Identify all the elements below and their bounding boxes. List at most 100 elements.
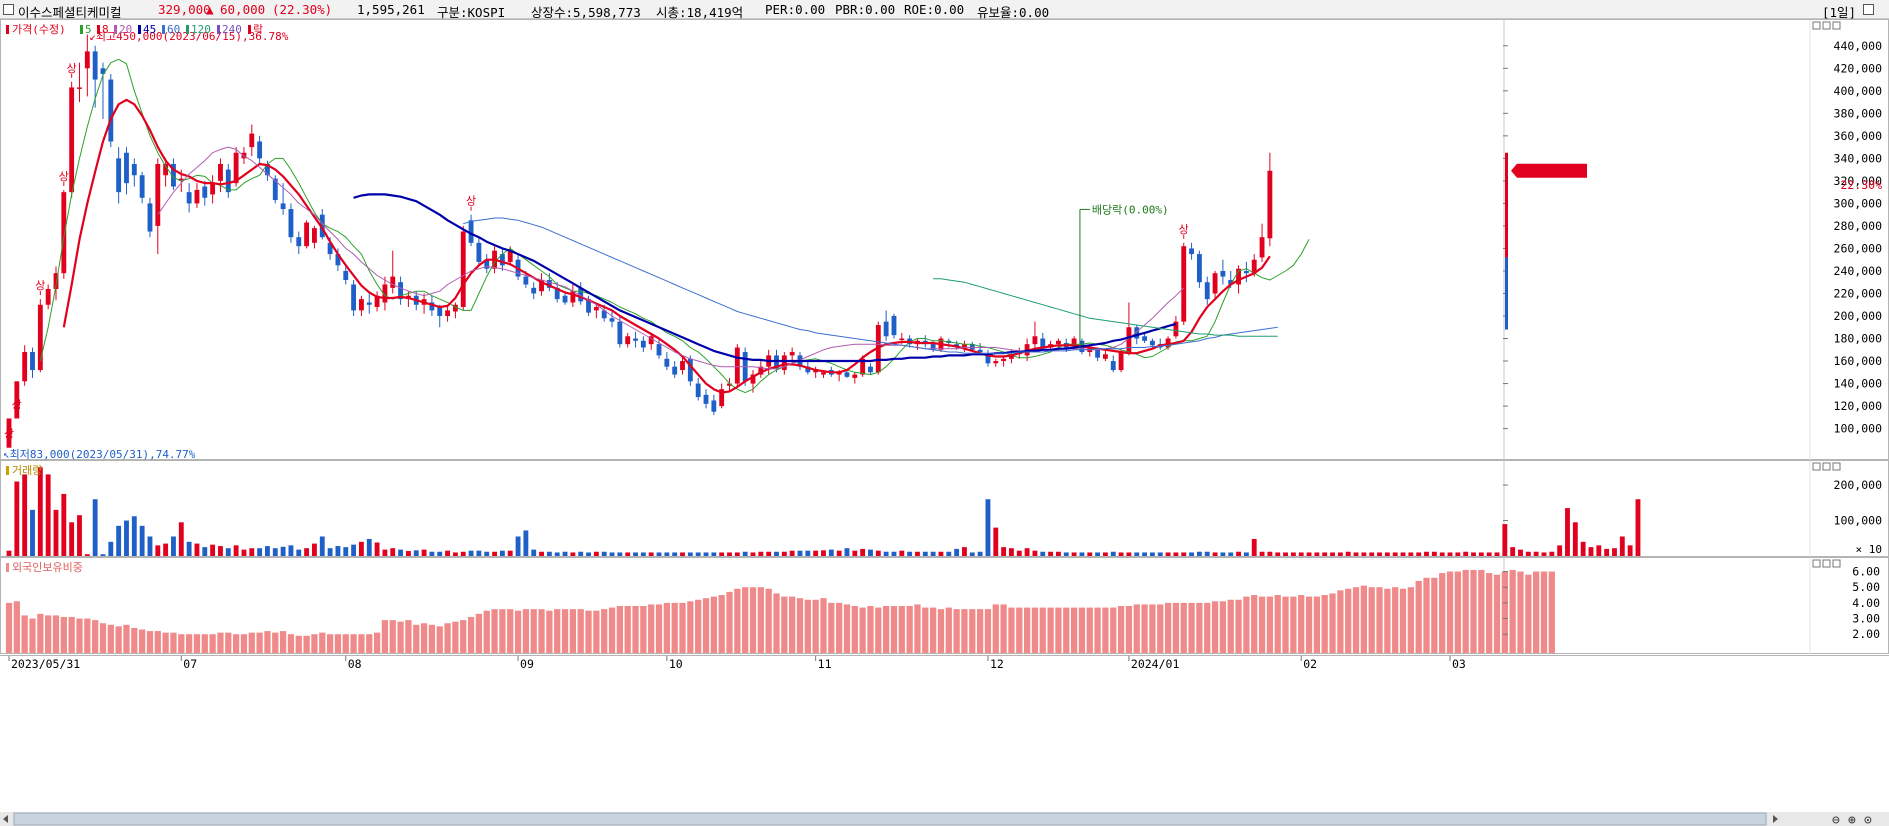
volume-bar bbox=[429, 551, 435, 556]
candle-body bbox=[656, 344, 662, 356]
volume-bar bbox=[946, 551, 952, 556]
candle-body bbox=[225, 169, 231, 193]
candle-body bbox=[437, 306, 443, 317]
price-chart[interactable]: 100,000 120,000 140,000 160,000 180,000 200,0… bbox=[3, 23, 1882, 461]
candle-body bbox=[1165, 338, 1171, 348]
volume-bar bbox=[938, 551, 944, 556]
volume-bar bbox=[1243, 552, 1249, 556]
stock-name[interactable]: 이수스페셜티케미컬 bbox=[18, 5, 122, 20]
foreign-bar bbox=[561, 609, 569, 653]
foreign-bar bbox=[1172, 602, 1180, 653]
panel-minimize-icon bbox=[1812, 559, 1821, 568]
volume-bar bbox=[797, 550, 803, 556]
candle-body bbox=[1126, 327, 1132, 353]
volume-bar bbox=[492, 551, 497, 556]
candle-body bbox=[719, 389, 725, 407]
foreign-bar bbox=[937, 609, 945, 653]
volume-bar bbox=[695, 552, 701, 556]
foreign-bar bbox=[1493, 574, 1501, 653]
foreign-bar bbox=[52, 615, 60, 653]
foreign-bar bbox=[154, 631, 161, 653]
settings-box-icon[interactable] bbox=[1863, 3, 1874, 18]
low-price-annotation: ↖최저83,000(2023/05/31),74.77% bbox=[3, 448, 196, 461]
volume-bar bbox=[1040, 551, 1046, 556]
foreign-bar bbox=[115, 626, 122, 653]
roe-value: ROE:0.00 bbox=[904, 2, 965, 17]
price-tick-label: 240,000 bbox=[1834, 264, 1883, 278]
volume-bar bbox=[1024, 548, 1030, 556]
foreign-bar bbox=[906, 606, 913, 653]
foreign-bar bbox=[804, 599, 811, 653]
panel-maximize-icon bbox=[1822, 21, 1831, 30]
foreign-bar bbox=[695, 599, 702, 653]
foreign-bar bbox=[1446, 571, 1454, 653]
foreign-bar bbox=[1509, 569, 1516, 653]
volume-bar bbox=[1463, 551, 1469, 556]
foreign-bar bbox=[170, 632, 177, 653]
ma-line-20 bbox=[157, 146, 1185, 370]
volume-bar bbox=[1635, 499, 1641, 556]
panel-border bbox=[0, 460, 1889, 557]
legend-item: 8 bbox=[102, 23, 109, 36]
volume-bar bbox=[672, 552, 678, 556]
foreign-bar bbox=[1227, 599, 1234, 653]
volume-bar bbox=[194, 543, 200, 556]
change-arrow-icon: ▲ bbox=[206, 2, 214, 17]
foreign-bar bbox=[929, 607, 937, 653]
volume-bar bbox=[813, 550, 819, 556]
legend-item: 락 bbox=[253, 23, 263, 36]
volume-bar bbox=[484, 551, 490, 556]
volume-bar bbox=[640, 552, 646, 556]
foreign-bar bbox=[1102, 607, 1109, 653]
foreign-bar bbox=[851, 606, 858, 653]
foreign-bar bbox=[319, 632, 326, 653]
volume-bar bbox=[539, 551, 544, 556]
volume-bar bbox=[680, 552, 685, 556]
period-selector[interactable]: [1일] bbox=[1822, 5, 1857, 20]
listed-shares: 상장수:5,598,773 bbox=[531, 5, 641, 20]
candle-body bbox=[1056, 340, 1061, 345]
candle-body bbox=[30, 352, 35, 371]
foreign-bar bbox=[1407, 587, 1414, 653]
foreign-bar bbox=[514, 610, 522, 653]
foreign-bar bbox=[483, 610, 490, 653]
volume-bar bbox=[1283, 552, 1288, 556]
foreign-bar bbox=[342, 634, 349, 653]
foreign-bar bbox=[702, 598, 710, 653]
volume-bar bbox=[1345, 551, 1351, 556]
foreign-bar bbox=[428, 624, 436, 653]
foreign-bar bbox=[256, 632, 263, 653]
volume-bar bbox=[774, 551, 779, 556]
candle-body bbox=[774, 355, 779, 369]
foreign-bar bbox=[405, 620, 412, 653]
legend-item: 20 bbox=[119, 23, 132, 36]
legend-item: 가격(수정) bbox=[12, 23, 66, 36]
foreign-bar bbox=[1204, 602, 1211, 653]
menu-checkbox-icon[interactable] bbox=[3, 3, 14, 18]
horizontal-scrollbar[interactable]: ⊖ ⊕ ⊙ bbox=[0, 812, 1889, 826]
volume-bar bbox=[108, 541, 114, 556]
volume-bar bbox=[852, 550, 858, 556]
volume-bar bbox=[1298, 552, 1304, 556]
price-tick-label: 180,000 bbox=[1834, 332, 1883, 346]
volume-bar bbox=[468, 550, 474, 556]
foreign-bar bbox=[1258, 596, 1266, 653]
foreign-bar bbox=[726, 591, 733, 653]
volume-bar bbox=[1095, 552, 1101, 556]
volume-bar bbox=[1196, 551, 1202, 556]
legend-item: 5 bbox=[85, 23, 92, 36]
volume-bar bbox=[766, 551, 772, 556]
panel-maximize-icon bbox=[1822, 559, 1831, 568]
candle-body bbox=[1095, 349, 1101, 358]
foreign-bar bbox=[45, 615, 52, 653]
foreign-bar bbox=[577, 609, 584, 653]
candle-body bbox=[899, 338, 905, 341]
volume-bar bbox=[899, 550, 905, 556]
foreign-bar bbox=[21, 615, 28, 653]
volume-chart[interactable]: 100,000 200,000 × 10 거래량 bbox=[6, 464, 1882, 556]
candle-body bbox=[468, 220, 474, 243]
foreign-holding-chart[interactable]: 2.003.00 4.00 5.006.00 외국인보유비중 bbox=[5, 561, 1880, 653]
ma-line-8 bbox=[62, 98, 1271, 394]
foreign-bar bbox=[1376, 587, 1383, 653]
